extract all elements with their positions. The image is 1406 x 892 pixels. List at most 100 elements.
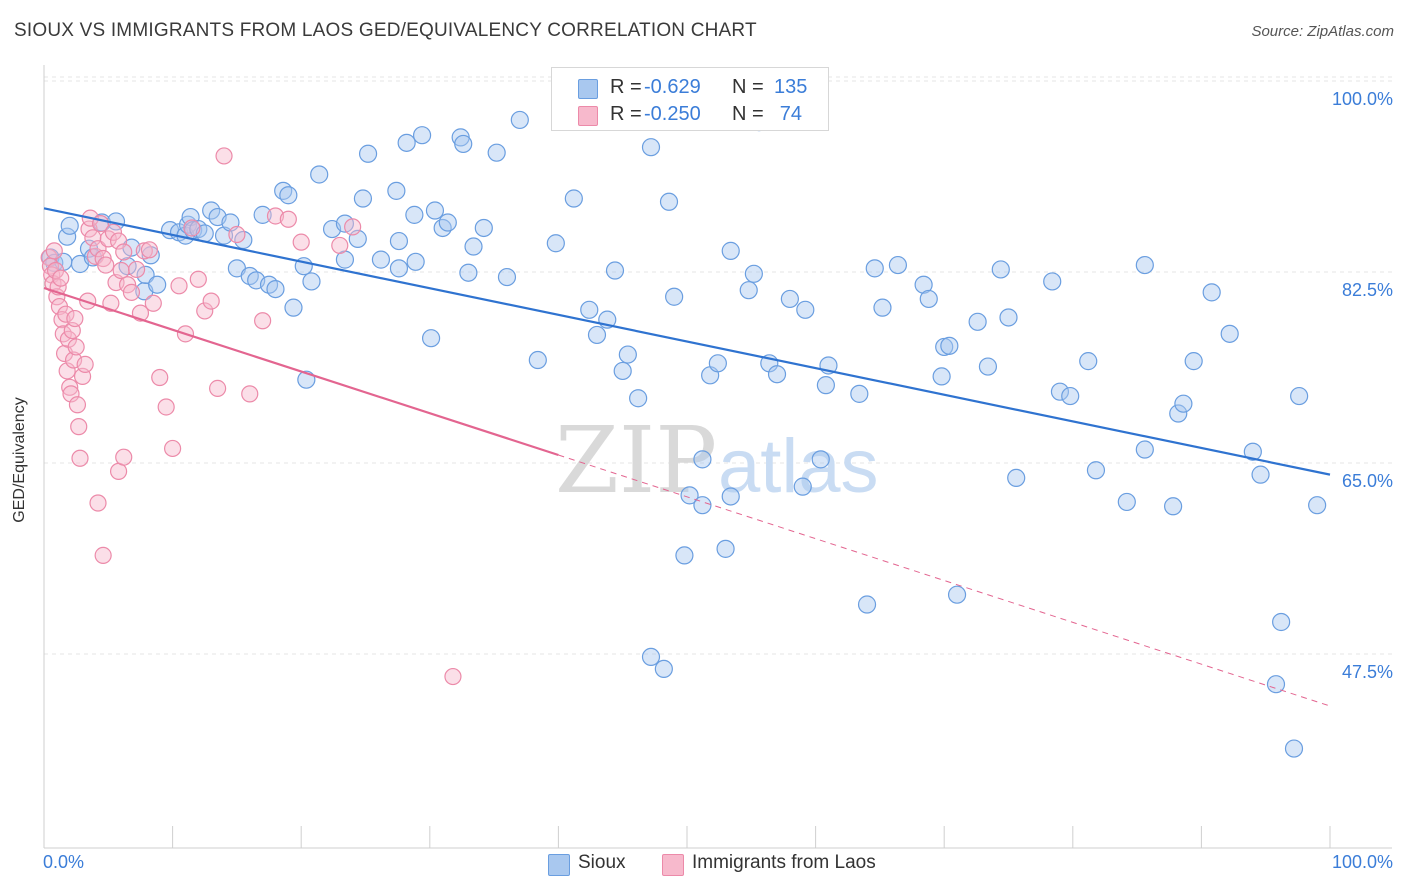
x-tick-label-max: 100.0% (1331, 852, 1393, 872)
sioux-point (1169, 404, 1188, 423)
sioux-point (796, 300, 815, 319)
sioux-point (497, 267, 517, 287)
laos-point (76, 355, 94, 373)
watermark-zip: ZIP (555, 407, 717, 514)
stats-row-sioux: R = -0.629 N = 135 (552, 74, 828, 100)
laos-swatch (578, 106, 598, 126)
laos-point (135, 242, 153, 260)
laos-point (344, 218, 362, 236)
sioux-point (459, 263, 478, 282)
y-tick-labels: 100.0% 82.5% 65.0% 47.5% (1332, 89, 1393, 682)
r-label: R = (610, 76, 642, 98)
sioux-point (767, 365, 787, 384)
axes (43, 65, 1392, 849)
sioux-point (914, 275, 933, 294)
sioux-trend-line (43, 207, 1331, 476)
sioux-point (389, 259, 409, 278)
sioux-point (641, 138, 661, 157)
sioux-point (675, 546, 694, 565)
sioux-point (1061, 386, 1080, 406)
sioux-point (412, 126, 432, 145)
laos-point (58, 362, 76, 380)
sioux-point (397, 133, 416, 152)
sioux-point (58, 227, 77, 246)
laos-point (122, 283, 141, 301)
sioux-point (991, 260, 1010, 279)
sioux-point (1308, 496, 1327, 515)
sioux-point (202, 201, 221, 220)
sioux-point (136, 265, 155, 285)
laos-point (66, 309, 84, 328)
sioux-point (999, 308, 1018, 327)
laos-point (189, 270, 207, 288)
sioux-point (1135, 440, 1154, 459)
legend-label-sioux: Sioux (578, 852, 626, 873)
stats-row-laos: R = -0.250 N = 74 (552, 101, 828, 127)
laos-point (140, 241, 159, 259)
r-value: -0.250 (644, 103, 701, 125)
sioux-point (1117, 492, 1136, 512)
sioux-point (528, 350, 547, 370)
sioux-point (605, 261, 625, 280)
sioux-point (371, 250, 391, 269)
sioux-point (665, 287, 684, 306)
sioux-point (266, 279, 285, 299)
laos-point (241, 385, 259, 403)
y-tick-label: 82.5% (1342, 280, 1393, 300)
sioux-point (721, 487, 740, 506)
laos-point (151, 368, 169, 387)
laos-point (68, 396, 87, 414)
stats-legend: R = -0.629 N = 135 R = -0.250 N = 74 (551, 67, 829, 131)
laos-point (144, 294, 162, 312)
laos-point (228, 225, 246, 244)
sioux-point (932, 367, 951, 386)
laos-legend-swatch (662, 854, 684, 876)
laos-point (112, 261, 130, 280)
sioux-point (1043, 272, 1062, 291)
laos-point (115, 448, 133, 466)
sioux-point (744, 264, 763, 283)
sioux-point (1079, 352, 1098, 371)
laos-trend-extension (558, 454, 1331, 707)
watermark: ZIP atlas (555, 407, 879, 514)
laos-point (57, 305, 75, 323)
sioux-point (580, 300, 599, 319)
sioux-point (641, 647, 661, 667)
sioux-point (1164, 497, 1183, 516)
sioux-point (968, 312, 987, 331)
sioux-point (811, 450, 830, 469)
sioux-point (546, 234, 565, 253)
laos-point (170, 277, 188, 295)
sioux-point (1174, 394, 1193, 413)
sioux-point (940, 336, 959, 355)
sioux-point (1050, 382, 1070, 401)
n-value: 135 (774, 76, 808, 98)
sioux-point (888, 255, 908, 275)
sioux-point (284, 298, 303, 317)
sioux-point (474, 218, 493, 238)
sioux-point (865, 259, 884, 278)
n-label: N = (732, 103, 764, 125)
sioux-point (387, 181, 406, 200)
laos-point (254, 312, 272, 330)
sioux-point (425, 201, 445, 220)
sioux-point (850, 384, 869, 403)
sioux-point (739, 281, 758, 300)
laos-point (71, 449, 89, 467)
sioux-point (358, 144, 378, 163)
laos-point (183, 219, 201, 237)
laos-point (196, 302, 214, 320)
laos-point (104, 223, 123, 241)
sioux-point (302, 272, 321, 291)
r-label: R = (610, 103, 642, 125)
sioux-point (1220, 324, 1239, 343)
sioux-point (629, 389, 648, 408)
sioux-point (947, 585, 967, 604)
laos-point (45, 242, 63, 260)
sioux-point (978, 357, 998, 376)
sioux-point (1086, 461, 1106, 480)
sioux-point (1135, 255, 1154, 275)
sioux-point (253, 205, 272, 224)
sioux-point (279, 186, 298, 205)
